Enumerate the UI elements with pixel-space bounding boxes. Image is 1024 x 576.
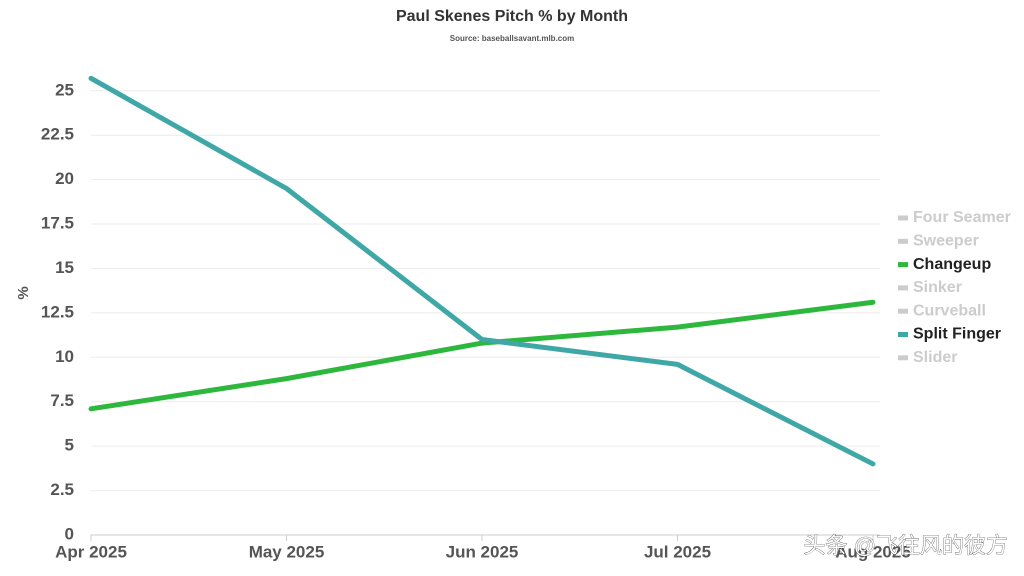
x-tick-label: Aug 2025 xyxy=(835,542,911,561)
legend-label: Sweeper xyxy=(913,233,979,250)
y-tick-label: 10 xyxy=(55,347,74,366)
x-tick-label: Jun 2025 xyxy=(446,542,519,561)
chart-subtitle: Source: baseballsavant.mlb.com xyxy=(450,34,575,43)
x-tick-label: Jul 2025 xyxy=(644,542,711,561)
line xyxy=(88,75,876,467)
legend-label: Split Finger xyxy=(913,326,1001,343)
y-axis-label: % xyxy=(15,286,32,299)
y-tick-label: 17.5 xyxy=(41,214,74,233)
legend-label: Sinker xyxy=(913,279,962,296)
legend-label: Slider xyxy=(913,349,957,366)
legend-label: Curveball xyxy=(913,302,986,319)
legend-label: Changeup xyxy=(913,256,991,273)
y-tick-label: 12.5 xyxy=(41,302,74,321)
y-tick-label: 20 xyxy=(55,169,74,188)
line xyxy=(88,299,876,412)
y-tick-label: 25 xyxy=(55,80,74,99)
chart-title: Paul Skenes Pitch % by Month xyxy=(396,8,628,25)
y-tick-label: 15 xyxy=(55,258,74,277)
x-tick-label: May 2025 xyxy=(249,542,325,561)
y-tick-label: 5 xyxy=(65,436,74,455)
x-tick-label: Apr 2025 xyxy=(55,542,127,561)
y-tick-label: 22.5 xyxy=(41,125,74,144)
watermark: 头条 @飞往风的彼方 xyxy=(804,533,1008,558)
legend-label: Four Seamer xyxy=(913,209,1011,226)
y-tick-label: 2.5 xyxy=(50,480,74,499)
y-tick-label: 0 xyxy=(65,524,74,543)
y-tick-label: 7.5 xyxy=(50,391,74,410)
